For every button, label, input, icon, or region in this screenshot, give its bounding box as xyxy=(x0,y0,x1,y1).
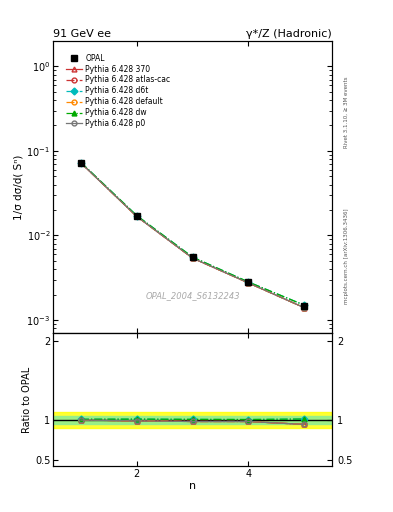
Y-axis label: Ratio to OPAL: Ratio to OPAL xyxy=(22,367,32,433)
Bar xyxy=(53,412,332,428)
Text: OPAL_2004_S6132243: OPAL_2004_S6132243 xyxy=(145,291,240,300)
Bar xyxy=(53,416,332,424)
X-axis label: n: n xyxy=(189,481,196,492)
Text: γ*/Z (Hadronic): γ*/Z (Hadronic) xyxy=(246,29,332,39)
Text: mcplots.cern.ch [arXiv:1306.3436]: mcplots.cern.ch [arXiv:1306.3436] xyxy=(344,208,349,304)
Text: Rivet 3.1.10, ≥ 3M events: Rivet 3.1.10, ≥ 3M events xyxy=(344,77,349,148)
Legend: OPAL, Pythia 6.428 370, Pythia 6.428 atlas-cac, Pythia 6.428 d6t, Pythia 6.428 d: OPAL, Pythia 6.428 370, Pythia 6.428 atl… xyxy=(62,51,174,131)
Y-axis label: 1/σ dσ/d( Sⁿ): 1/σ dσ/d( Sⁿ) xyxy=(13,154,24,220)
Text: 91 GeV ee: 91 GeV ee xyxy=(53,29,111,39)
